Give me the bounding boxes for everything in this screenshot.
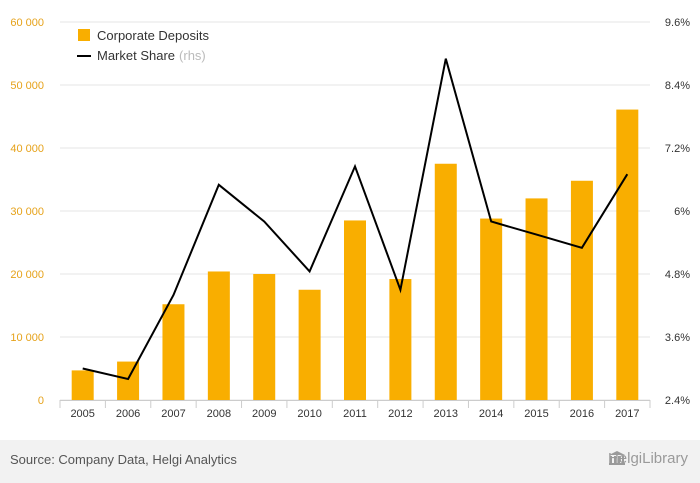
legend-label-line-suffix: (rhs) (179, 48, 206, 63)
combo-chart: 2005 2006 2007 2008 2009 2010 2011 2012 2013 2014… (10, 17, 690, 420)
bar (480, 218, 503, 400)
x-tick-label: 2009 (252, 408, 276, 420)
x-tick-label: 2010 (297, 408, 321, 420)
y-left-tick-label: 10 000 (10, 332, 44, 344)
legend-label-line-text: Market Share (97, 48, 175, 63)
y-left-tick-label: 60 000 (10, 17, 44, 29)
y-right-tick-label: 9.6% (665, 17, 690, 29)
helgi-library-logo: HelgiLibrary (608, 450, 688, 467)
y-axis-right: 2.4% 3.6% 4.8% 6% 7.2% 8.4% 9.6% (665, 17, 690, 407)
bar (298, 289, 321, 400)
y-right-tick-label: 3.6% (665, 332, 690, 344)
bar (570, 180, 593, 400)
source-text: Source: Company Data, Helgi Analytics (10, 452, 237, 467)
x-tick-label: 2007 (161, 408, 185, 420)
bar-series (71, 109, 639, 400)
bar (616, 109, 639, 400)
bar (162, 304, 185, 400)
y-right-tick-label: 8.4% (665, 80, 690, 92)
y-right-tick-label: 7.2% (665, 143, 690, 155)
footer: Source: Company Data, Helgi Analytics He… (0, 440, 700, 483)
x-tick-label: 2006 (116, 408, 140, 420)
y-left-tick-label: 30 000 (10, 206, 44, 218)
bar (71, 370, 94, 400)
market-share-line (82, 58, 629, 381)
y-right-tick-label: 6% (674, 206, 690, 218)
y-right-tick-label: 4.8% (665, 269, 690, 281)
bar (525, 198, 548, 400)
x-tick-label: 2014 (479, 408, 503, 420)
y-left-tick-label: 20 000 (10, 269, 44, 281)
x-tick-label: 2012 (388, 408, 412, 420)
line-series (82, 58, 629, 381)
bar (389, 279, 412, 400)
y-left-tick-label: 40 000 (10, 143, 44, 155)
x-tick-label: 2005 (70, 408, 94, 420)
x-axis: 2005 2006 2007 2008 2009 2010 2011 2012 2013 2014… (59, 400, 651, 420)
x-tick-label: 2011 (343, 408, 367, 420)
x-tick-label: 2015 (524, 408, 548, 420)
x-tick-label: 2008 (207, 408, 231, 420)
x-tick-label: 2017 (615, 408, 639, 420)
legend-swatch-bar (78, 29, 90, 41)
library-columns-icon (608, 451, 625, 465)
y-right-tick-label: 2.4% (665, 395, 690, 407)
y-axis-left: 0 10 000 20 000 30 000 40 000 50 000 60 000 (10, 17, 44, 407)
bar (207, 271, 230, 400)
legend-label-bar: Corporate Deposits (97, 28, 209, 43)
y-left-tick-label: 0 (38, 395, 44, 407)
legend: Corporate Deposits Market Share (rhs) (77, 28, 209, 63)
legend-label-line: Market Share (rhs) (97, 48, 206, 63)
x-tick-label: 2016 (570, 408, 594, 420)
bar (117, 361, 140, 400)
y-left-tick-label: 50 000 (10, 80, 44, 92)
bar (344, 220, 366, 400)
bar (253, 274, 276, 400)
logo-text: HelgiLibrary (607, 450, 688, 467)
bar (434, 163, 457, 400)
x-tick-label: 2013 (434, 408, 458, 420)
